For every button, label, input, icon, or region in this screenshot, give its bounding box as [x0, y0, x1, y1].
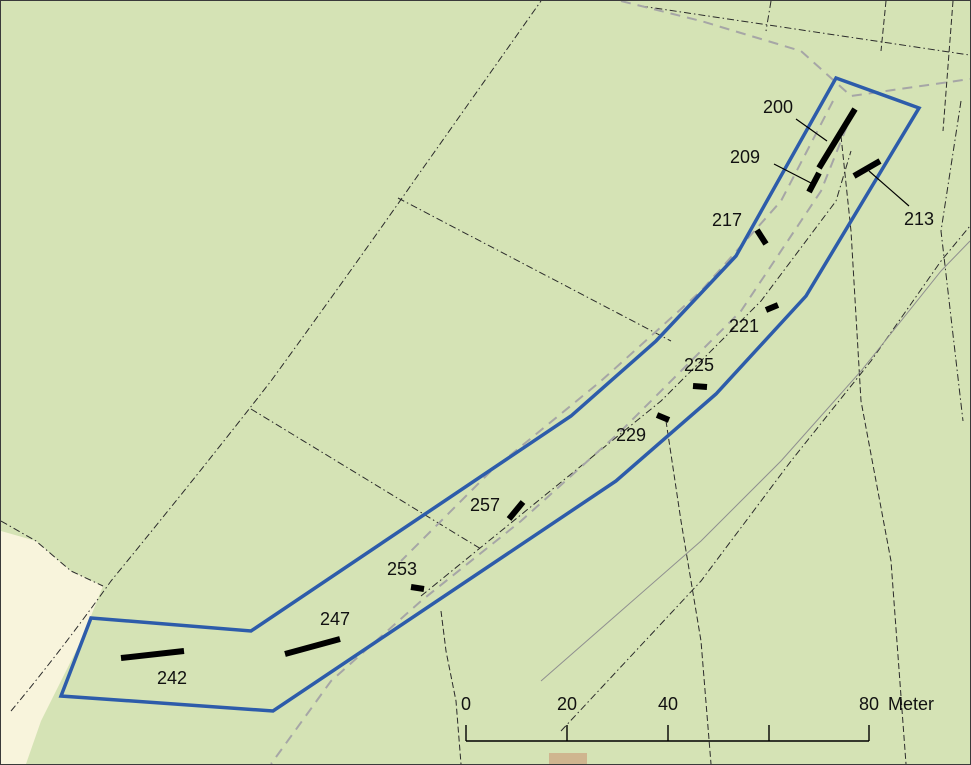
track-line — [400, 100, 834, 562]
feature-225 — [692, 383, 708, 390]
label-200: 200 — [763, 97, 793, 117]
label-225: 225 — [684, 355, 714, 375]
leader-lines — [773, 118, 910, 207]
scale-label-0: 0 — [461, 694, 471, 714]
railway — [540, 240, 970, 682]
features — [120, 107, 882, 661]
dashed-boundary — [440, 610, 462, 764]
label-209: 209 — [730, 147, 760, 167]
feature-242 — [120, 648, 185, 661]
dashed-boundary — [840, 135, 907, 764]
label-213: 213 — [904, 209, 934, 229]
track-line — [270, 110, 854, 764]
label-221: 221 — [729, 316, 759, 336]
label-217: 217 — [712, 210, 742, 230]
parcel-line — [420, 150, 852, 597]
parcel-line — [10, 1, 542, 712]
parcel-line — [940, 100, 964, 422]
leader-200 — [795, 118, 828, 142]
feature-221 — [764, 302, 780, 313]
feature-229 — [655, 412, 671, 423]
parcel-line — [397, 197, 672, 342]
label-242: 242 — [157, 668, 187, 688]
feature-257 — [506, 500, 526, 521]
track-line — [620, 1, 970, 98]
parcel-line — [765, 1, 772, 32]
building-block — [549, 753, 587, 764]
scale-unit: Meter — [888, 694, 934, 714]
railway-line — [540, 240, 970, 682]
label-253: 253 — [387, 559, 417, 579]
cream-area — [1, 531, 103, 764]
dashed-boundary — [665, 420, 712, 764]
feature-213 — [852, 158, 882, 179]
label-257: 257 — [470, 495, 500, 515]
dashed-boundary — [880, 1, 887, 52]
parcel-boundaries — [1, 1, 970, 732]
parcel-line — [560, 225, 970, 732]
parcel-line — [640, 5, 970, 56]
leader-213 — [868, 170, 910, 207]
label-247: 247 — [320, 609, 350, 629]
tracks — [270, 1, 970, 764]
feature-200 — [816, 107, 858, 170]
parcel-boundaries-dashed — [440, 1, 954, 764]
feature-217 — [754, 228, 769, 246]
leader-209 — [773, 163, 812, 184]
dashed-boundary — [942, 1, 954, 132]
feature-209 — [806, 171, 822, 194]
scale-label-40: 40 — [658, 694, 678, 714]
scale-label-80: 80 — [859, 694, 879, 714]
scale-label-20: 20 — [557, 694, 577, 714]
scale-bar: 0 20 40 80 Meter — [461, 694, 934, 742]
parcel-line — [250, 408, 482, 550]
feature-247 — [284, 636, 341, 657]
study-area-outline — [58, 75, 922, 713]
feature-253 — [410, 584, 425, 592]
feature-labels: 200 209 213 217 221 225 229 257 253 247 … — [157, 97, 934, 688]
label-229: 229 — [616, 425, 646, 445]
parcel-line — [1, 520, 104, 587]
